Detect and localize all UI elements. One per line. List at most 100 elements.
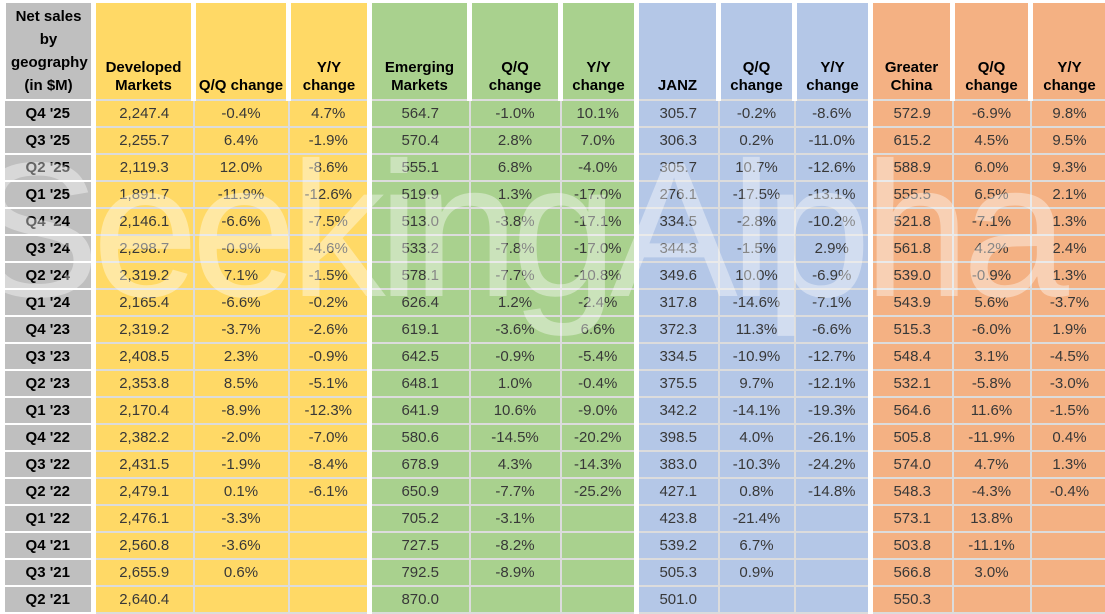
janz-qq-change-cell[interactable]: 9.7% bbox=[719, 370, 795, 397]
emerging-markets-net-sales-cell[interactable]: 564.7 bbox=[370, 100, 470, 127]
janz-net-sales-cell[interactable]: 334.5 bbox=[637, 343, 719, 370]
greater-china-yy-change-cell[interactable]: -3.7% bbox=[1031, 289, 1105, 316]
janz-net-sales-cell[interactable]: 349.6 bbox=[637, 262, 719, 289]
janz-qq-change-cell[interactable]: -10.3% bbox=[719, 451, 795, 478]
developed-markets-qq-change-cell[interactable]: -6.6% bbox=[194, 289, 289, 316]
emerging-markets-qq-change-cell[interactable]: 10.6% bbox=[470, 397, 561, 424]
greater-china-net-sales-cell[interactable]: 555.5 bbox=[871, 181, 953, 208]
emerging-markets-net-sales-cell[interactable]: 513.0 bbox=[370, 208, 470, 235]
developed-markets-header[interactable]: Developed Markets bbox=[94, 2, 194, 100]
developed-markets-qq-change-cell[interactable]: -1.9% bbox=[194, 451, 289, 478]
developed-markets-qq-change-cell[interactable]: 8.5% bbox=[194, 370, 289, 397]
greater-china-yy-change-cell[interactable] bbox=[1031, 559, 1105, 586]
developed-markets-net-sales-cell[interactable]: 2,298.7 bbox=[94, 235, 194, 262]
janz-qq-change-cell[interactable]: 0.2% bbox=[719, 127, 795, 154]
emerging-markets-yy-change-cell[interactable] bbox=[561, 505, 637, 532]
emerging-markets-qq-change-cell[interactable]: 1.0% bbox=[470, 370, 561, 397]
developed-markets-yy-change-cell[interactable]: -1.9% bbox=[289, 127, 370, 154]
emerging-markets-net-sales-cell[interactable]: 792.5 bbox=[370, 559, 470, 586]
developed-markets-yy-change-cell[interactable]: -7.5% bbox=[289, 208, 370, 235]
developed-markets-yy-change-cell[interactable]: -4.6% bbox=[289, 235, 370, 262]
greater-china-yy-change-cell[interactable]: 2.4% bbox=[1031, 235, 1105, 262]
greater-china-qq-change-cell[interactable]: -11.1% bbox=[953, 532, 1031, 559]
emerging-markets-yy-change-cell[interactable] bbox=[561, 532, 637, 559]
emerging-markets-qq-change-cell[interactable]: -8.2% bbox=[470, 532, 561, 559]
janz-qq-change-cell[interactable]: 0.8% bbox=[719, 478, 795, 505]
developed-markets-net-sales-cell[interactable]: 2,408.5 bbox=[94, 343, 194, 370]
janz-qq-change-cell[interactable]: -1.5% bbox=[719, 235, 795, 262]
emerging-markets-yy-change-cell[interactable] bbox=[561, 586, 637, 613]
emerging-markets-qq-change-cell[interactable]: -7.7% bbox=[470, 262, 561, 289]
greater-china-qq-change-cell[interactable]: 11.6% bbox=[953, 397, 1031, 424]
emerging-markets-yy-change-cell[interactable]: -20.2% bbox=[561, 424, 637, 451]
row-label[interactable]: Q2 '24 bbox=[4, 262, 94, 289]
emerging-markets-qq-change-cell[interactable]: -1.0% bbox=[470, 100, 561, 127]
janz-net-sales-cell[interactable]: 342.2 bbox=[637, 397, 719, 424]
developed-markets-yy-change-cell[interactable] bbox=[289, 532, 370, 559]
greater-china-qq-change-cell[interactable]: 4.2% bbox=[953, 235, 1031, 262]
developed-markets-net-sales-cell[interactable]: 2,146.1 bbox=[94, 208, 194, 235]
developed-markets-qq-change-cell[interactable]: -0.4% bbox=[194, 100, 289, 127]
developed-markets-net-sales-cell[interactable]: 2,353.8 bbox=[94, 370, 194, 397]
greater-china-net-sales-cell[interactable]: 572.9 bbox=[871, 100, 953, 127]
greater-china-net-sales-cell[interactable]: 588.9 bbox=[871, 154, 953, 181]
developed-markets-qq-change-cell[interactable]: -6.6% bbox=[194, 208, 289, 235]
row-label[interactable]: Q4 '22 bbox=[4, 424, 94, 451]
developed-markets-net-sales-cell[interactable]: 2,560.8 bbox=[94, 532, 194, 559]
janz-net-sales-cell[interactable]: 344.3 bbox=[637, 235, 719, 262]
janz-net-sales-cell[interactable]: 305.7 bbox=[637, 100, 719, 127]
emerging-markets-yy-change-cell[interactable]: 7.0% bbox=[561, 127, 637, 154]
developed-markets-yy-change-cell[interactable]: -2.6% bbox=[289, 316, 370, 343]
emerging-markets-qq-change-cell[interactable]: -3.6% bbox=[470, 316, 561, 343]
emerging-markets-yy-change-cell[interactable]: -9.0% bbox=[561, 397, 637, 424]
row-label[interactable]: Q1 '24 bbox=[4, 289, 94, 316]
developed-markets-qq-change-cell[interactable]: -3.3% bbox=[194, 505, 289, 532]
emerging-markets-qq-change-cell[interactable]: -3.1% bbox=[470, 505, 561, 532]
developed-markets-qq-change-cell[interactable] bbox=[194, 586, 289, 613]
janz-qq-change-cell[interactable]: -21.4% bbox=[719, 505, 795, 532]
emerging-markets-net-sales-cell[interactable]: 519.9 bbox=[370, 181, 470, 208]
janz-yy-change-cell[interactable]: -7.1% bbox=[795, 289, 871, 316]
janz-qq-change-cell[interactable]: 4.0% bbox=[719, 424, 795, 451]
janz-qq-change-cell[interactable]: 6.7% bbox=[719, 532, 795, 559]
emerging-markets-net-sales-cell[interactable]: 648.1 bbox=[370, 370, 470, 397]
janz-yy-change-cell[interactable]: -12.7% bbox=[795, 343, 871, 370]
greater-china-yy-change-cell[interactable]: 1.3% bbox=[1031, 262, 1105, 289]
emerging-markets-qq-change-cell[interactable]: -0.9% bbox=[470, 343, 561, 370]
janz-yy-change-cell[interactable]: 2.9% bbox=[795, 235, 871, 262]
greater-china-qq-change-cell[interactable]: -0.9% bbox=[953, 262, 1031, 289]
janz-net-sales-cell[interactable]: 372.3 bbox=[637, 316, 719, 343]
developed-markets-yy-change-cell[interactable]: -6.1% bbox=[289, 478, 370, 505]
greater-china-net-sales-cell[interactable]: 503.8 bbox=[871, 532, 953, 559]
emerging-markets-net-sales-cell[interactable]: 578.1 bbox=[370, 262, 470, 289]
emerging-markets-yy-change-cell[interactable]: -14.3% bbox=[561, 451, 637, 478]
emerging-markets-qq-change-cell[interactable]: -14.5% bbox=[470, 424, 561, 451]
greater-china-qq-change-cell[interactable]: -6.9% bbox=[953, 100, 1031, 127]
emerging-markets-yy-change-cell[interactable]: -17.0% bbox=[561, 235, 637, 262]
developed-markets-qq-change-cell[interactable]: -2.0% bbox=[194, 424, 289, 451]
janz-yy-change-cell[interactable] bbox=[795, 586, 871, 613]
greater-china-yy-change-cell[interactable]: -3.0% bbox=[1031, 370, 1105, 397]
developed-markets-qq-change-cell[interactable]: 0.6% bbox=[194, 559, 289, 586]
developed-markets-yy-change-cell[interactable]: -1.5% bbox=[289, 262, 370, 289]
emerging-markets-qq-change-cell[interactable]: -8.9% bbox=[470, 559, 561, 586]
janz-qq-change-cell[interactable]: -0.2% bbox=[719, 100, 795, 127]
emerging-markets-qq-change-cell[interactable] bbox=[470, 586, 561, 613]
row-label[interactable]: Q3 '21 bbox=[4, 559, 94, 586]
greater-china-yy-change-cell[interactable]: 1.3% bbox=[1031, 451, 1105, 478]
janz-net-sales-cell[interactable]: 539.2 bbox=[637, 532, 719, 559]
row-label[interactable]: Q3 '24 bbox=[4, 235, 94, 262]
janz-qq-change-cell[interactable]: 11.3% bbox=[719, 316, 795, 343]
greater-china-net-sales-cell[interactable]: 539.0 bbox=[871, 262, 953, 289]
emerging-markets-yy-change-cell[interactable] bbox=[561, 559, 637, 586]
greater-china-qq-change-cell[interactable]: -11.9% bbox=[953, 424, 1031, 451]
janz-yy-change-cell[interactable]: -12.1% bbox=[795, 370, 871, 397]
greater-china-qq-change-cell[interactable]: 6.5% bbox=[953, 181, 1031, 208]
greater-china-net-sales-cell[interactable]: 550.3 bbox=[871, 586, 953, 613]
emerging-markets-net-sales-cell[interactable]: 642.5 bbox=[370, 343, 470, 370]
greater-china-net-sales-cell[interactable]: 566.8 bbox=[871, 559, 953, 586]
janz-net-sales-cell[interactable]: 427.1 bbox=[637, 478, 719, 505]
janz-yy-change-cell[interactable]: -11.0% bbox=[795, 127, 871, 154]
janz-net-sales-cell[interactable]: 276.1 bbox=[637, 181, 719, 208]
janz-yy-change-cell[interactable]: -13.1% bbox=[795, 181, 871, 208]
